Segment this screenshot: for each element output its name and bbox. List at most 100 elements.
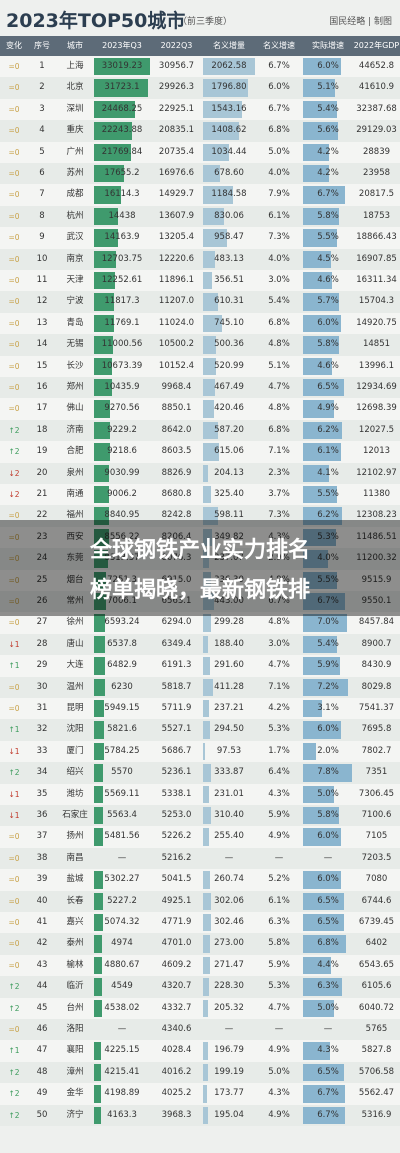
col-nominal-growth-cell: 6.7% [268,103,290,114]
col-city-cell: 青岛 [66,317,84,328]
col-real-growth-cell: 4.6% [317,275,339,285]
col-2023q3-cell: 17655.2 [104,168,140,178]
col-city-cell: 金华 [66,1088,84,1099]
col-2022q3-cell: 5818.7 [161,681,192,692]
col-increment-cell: 255.40 [214,831,244,842]
table-row: ↑2 48 漳州 4215.41 4016.2 199.19 5.0% 6.5% 5706.58 [0,1061,400,1084]
col-nominal-growth-cell: 5.9% [268,959,290,970]
col-rank-cell: 18 [36,424,48,435]
col-city-cell: 徐州 [66,617,84,628]
col-2022-gdp-cell: 11200.32 [356,553,397,564]
value-bar [303,700,323,718]
value-bar [94,721,104,739]
col-2022q3-cell: 9968.4 [161,382,192,392]
value-bar [303,443,342,461]
col-change-header: 变化 [6,41,22,50]
col-real-growth-cell: 6.0% [317,831,339,842]
value-bar [303,1042,330,1060]
value-bar [203,657,211,675]
col-rank-cell: 32 [36,724,48,735]
col-increment-cell: 231.01 [214,788,244,799]
col-2022-gdp-cell: 7541.37 [358,703,395,713]
col-real-growth-cell: 6.0% [317,874,339,885]
col-real-growth-cell: 6.7% [317,1109,339,1120]
table-row: =0 11 天津 12252.61 11896.1 356.51 3.0% 4.6% 16311… [0,270,400,292]
col-increment-cell: 1034.44 [211,146,247,157]
col-2022-gdp-cell: 23958 [362,168,391,178]
table-row: =0 6 苏州 17655.2 16976.6 678.60 4.0% 4.2% 23958 [0,163,400,185]
col-city-cell: 东莞 [66,553,84,564]
col-nominal-growth-cell: 4.3% [268,531,290,542]
col-change-cell: =0 [8,618,20,628]
table-row: =0 46 洛阳 — 4340.6 — — — 5765 [0,1019,400,1041]
col-2022q3-cell: 14929.7 [158,189,195,200]
col-2022q3-cell: 22925.1 [158,103,195,114]
col-rank-cell: 28 [36,638,48,649]
col-2023q3-cell: 5949.15 [104,703,140,713]
value-bar [94,571,107,589]
value-bar [203,293,219,311]
table-row: ↓1 33 厦门 5784.25 5686.7 97.53 1.7% 2.0% 7802.7 [0,740,400,763]
value-bar [203,700,209,718]
table-row: =0 12 宁波 11817.3 11207.0 610.31 5.4% 5.7% 15704.… [0,291,400,313]
value-bar [94,528,109,547]
headline-line-2: 榜单揭晓，最新钢铁排 [89,578,310,603]
value-bar [203,1042,208,1060]
col-change-cell: =0 [8,554,20,564]
col-rank-cell: 41 [36,917,48,927]
col-real-growth-cell: 5.3% [317,531,339,542]
col-nominal-growth-cell: 5.8% [268,938,290,949]
col-2022-gdp-cell: 20817.5 [358,189,395,200]
col-real-growth-cell: 6.3% [317,981,339,992]
value-bar [94,143,131,161]
col-2022q3-cell: 8850.1 [161,403,192,414]
value-bar [303,571,338,589]
col-increment-cell: 333.87 [214,767,244,778]
col-city-cell: 烟台 [66,574,84,585]
col-2022q3-cell: 8826.9 [161,467,192,478]
col-change-cell: =0 [8,361,20,371]
col-increment-cell: 2062.58 [211,61,247,71]
table-row: ↑2 44 临沂 4549 4320.7 228.30 5.3% 6.3% 6105.6 [0,976,400,998]
col-city-cell: 南昌 [66,852,84,863]
col-real-growth-cell: 6.5% [317,895,339,906]
col-2023q3-cell: 12252.61 [101,275,143,285]
col-rank-cell: 15 [36,360,48,371]
col-nominal-growth-cell: 6.4% [268,767,290,778]
value-bar [94,229,119,247]
value-bar [203,1106,208,1124]
col-increment-cell: 302.06 [214,895,244,906]
col-increment-cell: 188.40 [214,638,244,649]
col-real-growth-cell: 7.2% [317,681,339,692]
col-real-growth-cell: 6.5% [317,1066,339,1077]
table-row: =0 1 上海 33019.23 30956.7 2062.58 6.7% 6.0% 44652… [0,56,400,78]
col-2022-gdp-cell: 7695.8 [361,724,392,735]
col-nominal-growth-cell: 2.3% [268,467,290,478]
col-rank-cell: 7 [39,189,45,200]
col-city-cell: 漳州 [66,1066,84,1077]
col-2022q3-cell: 4609.2 [161,959,192,970]
col-city-cell: 济宁 [66,1109,84,1120]
col-2022-gdp-cell: 8457.84 [358,617,395,628]
col-real-growth-cell: 6.0% [317,724,339,735]
col-increment-cell: 325.40 [214,489,244,499]
value-bar [203,272,212,290]
col-2022-gdp-cell: 11380 [362,489,391,499]
col-city-cell: 洛阳 [66,1024,84,1034]
col-2023q3-cell: — [117,852,127,863]
col-2022q3-cell: 10152.4 [158,360,195,371]
value-bar [303,100,337,119]
col-change-cell: =0 [8,211,20,221]
value-bar [94,486,110,504]
col-nominal-growth-cell: 4.2% [268,703,290,713]
col-increment-cell: 291.60 [214,660,244,671]
col-change-cell: =0 [8,853,20,863]
col-increment-cell: 349.82 [214,531,244,542]
col-change-cell: =0 [8,704,20,713]
col-change-cell: =0 [8,233,20,243]
col-real-growth-cell: 4.9% [317,403,339,414]
col-2023q3-cell: 6593.24 [104,617,140,628]
col-real-growth-cell: — [323,852,333,863]
table-row: =0 43 榆林 4880.67 4609.2 271.47 5.9% 4.4% 6543.65 [0,954,400,977]
value-bar [303,143,330,161]
